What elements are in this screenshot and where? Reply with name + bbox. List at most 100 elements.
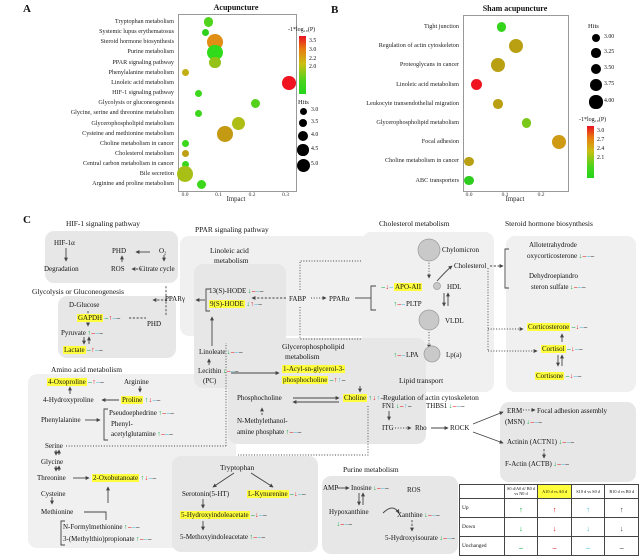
legend-a-hits-tick: 4.5 — [311, 146, 319, 152]
node-itg: ITG — [382, 424, 394, 432]
amino-box-title: Amino acid metabolism — [51, 365, 123, 374]
pathway-label: Linoleic acid metabolism — [111, 78, 174, 86]
legend-a-hits-dot — [299, 107, 307, 115]
indicator-unchanged: – — [162, 409, 166, 417]
indicator-unchanged: – — [552, 542, 557, 552]
indicator-unchanged: – — [452, 402, 457, 410]
node-n-methylethanol: N-Methylethanol- — [237, 417, 288, 425]
node-rock: ROCK — [450, 424, 470, 432]
table-symbol-cell: ↓ — [604, 516, 639, 537]
legend-a-hits-dot — [296, 158, 310, 172]
legend-a-hits-tick: 4.0 — [311, 132, 319, 138]
indicator-up: ↑ — [249, 533, 254, 541]
indicator-unchanged: – — [570, 438, 574, 446]
indicator-up: ↑ — [552, 504, 557, 514]
table-symbol-cell: ↓ — [537, 516, 572, 537]
indicator-down: ↓ — [570, 283, 574, 291]
indicator-down: ↓ — [575, 323, 580, 331]
pathway-bubble — [470, 79, 482, 91]
pathway-bubble — [181, 69, 189, 77]
indicator-unchanged: – — [538, 418, 542, 426]
indicator-unchanged: – — [340, 520, 345, 528]
indicator-unchanged: – — [290, 490, 294, 498]
node-cortisone: Cortisone –↓–– — [535, 372, 582, 380]
node-arginine: Arginine — [124, 378, 149, 386]
indicator-unchanged: – — [128, 523, 132, 531]
indicator-up: ↑ — [586, 504, 590, 514]
x-axis-tick: 0.2 — [537, 192, 545, 198]
indicator-up: ↑ — [519, 504, 523, 514]
indicator-up: ↑ — [250, 300, 254, 308]
node-gapdh: GAPDH –↑–– — [77, 314, 121, 322]
node-thbs1: THBS1 ↓––– — [426, 402, 465, 410]
indicator-unchanged: – — [401, 300, 406, 308]
node-xanthine: Xanthine ↓––– — [397, 511, 440, 519]
indicator-unchanged: – — [255, 287, 260, 295]
node-lpa: ↑––LPA — [393, 351, 419, 359]
pathway-label: Bile secretion — [139, 170, 174, 178]
indicator-unchanged: – — [166, 409, 170, 417]
indicator-unchanged: – — [519, 542, 523, 552]
gpl-box-title2: metabolism — [285, 352, 320, 361]
pathway-label: Glycerophospholipid metabolism — [91, 119, 174, 127]
indicator-unchanged: – — [95, 346, 99, 354]
indicator-unchanged: – — [567, 345, 571, 353]
x-axis-tick: 0.1 — [501, 192, 509, 198]
indicator-unchanged: – — [557, 460, 561, 468]
node-d-glucose: D-Glucose — [69, 301, 100, 309]
pathway-bubble — [177, 166, 193, 183]
node-choline: Choline ↑↓↑– — [343, 394, 385, 402]
indicator-down: ↓ — [526, 418, 530, 426]
steroid-box — [506, 236, 636, 392]
table-header: B10 d vs B0 d — [604, 484, 639, 499]
indicator-unchanged: – — [88, 378, 92, 386]
indicator-up: ↑ — [376, 394, 381, 402]
tryptophan-title: Tryptophan — [220, 463, 255, 472]
table-header: A10 d vs A0 d — [537, 484, 572, 499]
legend-a-hits-title: Hits — [298, 99, 309, 106]
indicator-up: ↑ — [87, 329, 91, 337]
node-cholesterol: Cholesterol — [454, 262, 487, 270]
indicator-down: ↓ — [148, 396, 153, 404]
legend-b-hits-dot — [589, 95, 603, 109]
table-header: S10 d vs S0 d — [570, 484, 606, 499]
pathway-label: Regulation of actin cytoskeleton — [378, 42, 459, 50]
node-cortisol: Cortisol –↓–– — [541, 345, 583, 353]
indicator-up: ↑ — [403, 402, 408, 410]
chart-a-plot-area — [178, 14, 297, 192]
node-methionine: Methionine — [41, 508, 74, 516]
tryptophan-box — [172, 456, 318, 552]
indicator-down: ↓ — [439, 534, 443, 542]
pathway-label: Cholesterol metabolism — [115, 149, 174, 157]
indicator-unchanged: – — [399, 402, 404, 410]
cholesterol-box-title: Cholesterol metabolism — [379, 219, 450, 228]
x-axis-tick: 0.1 — [215, 192, 222, 198]
indicator-unchanged: – — [586, 542, 590, 552]
linoleic-box-title: Linoleic acid — [210, 246, 249, 255]
indicator-unchanged: – — [575, 345, 579, 353]
node-actinin: Actinin (ACTN1) ↓––– — [507, 438, 574, 446]
purine-box-title: Purine metabolism — [343, 465, 399, 474]
pathway-bubble — [209, 56, 221, 69]
indicator-unchanged: – — [230, 348, 235, 356]
indicator-up: ↑ — [157, 430, 161, 438]
node-corticosterone: Corticosterone –↓–– — [527, 323, 588, 331]
node-dehydroepiandro: Dehydroepiandro — [529, 272, 578, 280]
pathway-bubble — [282, 76, 296, 90]
indicator-unchanged: – — [578, 283, 582, 291]
indicator-unchanged: – — [586, 252, 591, 260]
node-phenyl: Phenyl- — [111, 420, 133, 428]
indicator-unchanged: – — [156, 396, 161, 404]
legend-a-color-title: -1*log₁₀(P) — [288, 27, 316, 33]
indicator-down: ↓ — [246, 300, 250, 308]
node-vldl: VLDL — [445, 317, 464, 325]
ppar-box-title: PPAR signaling pathway — [195, 225, 269, 234]
node-3-methylthio-propionate: 3-(Methylthio)propionate ↑––– — [63, 535, 152, 543]
node-phosphocholine-acyl: phosphocholine –↑↑– — [282, 376, 346, 384]
pathway-label: Proteoglycans in cancer — [399, 61, 459, 69]
node-msn: (MSN) ↓––– — [505, 418, 542, 426]
table-symbol-cell: – — [537, 535, 572, 556]
indicator-unchanged: – — [234, 367, 239, 375]
indicator-down: ↓ — [385, 283, 390, 291]
indicator-unchanged: – — [377, 484, 381, 492]
